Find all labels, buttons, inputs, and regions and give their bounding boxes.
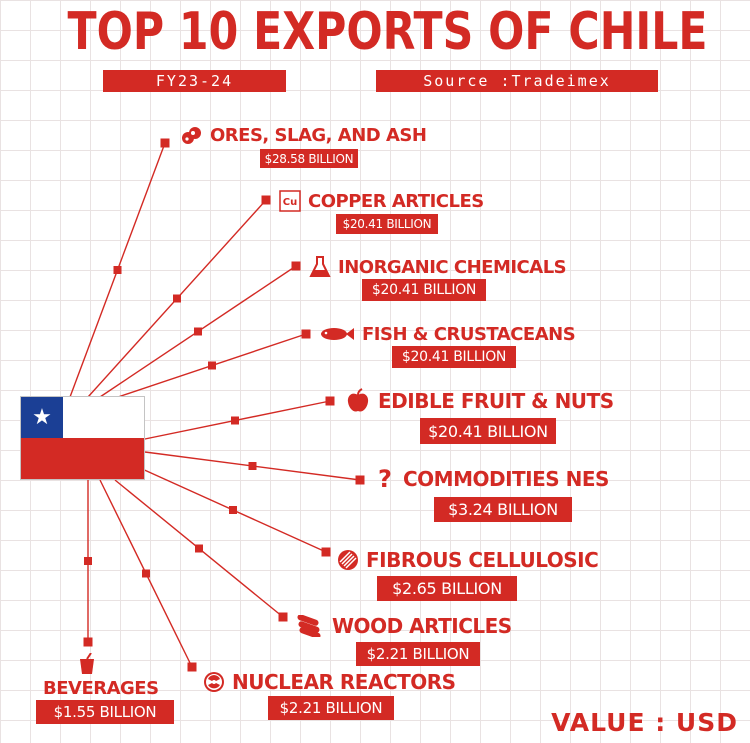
export-item-fibrous-cellulosic: FIBROUS CELLULOSIC $2.65 BILLION <box>336 548 599 601</box>
link-nuclear-reactors-midpoint <box>142 569 150 578</box>
item-label: WOOD ARTICLES <box>332 614 512 638</box>
item-label: ORES, SLAG, AND ASH <box>210 124 427 146</box>
value-currency-note: VALUE : USD <box>551 708 738 737</box>
export-item-ores: ORES, SLAG, AND ASH $28.58 BILLION <box>180 123 427 168</box>
fiber-icon <box>336 548 360 572</box>
reactor-icon <box>202 670 226 694</box>
star-icon: ★ <box>32 404 52 430</box>
item-value: $2.65 BILLION <box>377 576 517 601</box>
link-commodities-nes-endpoint <box>355 475 365 485</box>
fish-icon <box>318 322 356 346</box>
item-value: $3.24 BILLION <box>434 497 572 522</box>
item-value: $2.21 BILLION <box>268 696 394 720</box>
drink-icon <box>75 652 99 676</box>
export-item-fruit-nuts: EDIBLE FRUIT & NUTS $20.41 BILLION <box>344 387 614 444</box>
item-value: $28.58 BILLION <box>260 149 358 168</box>
source-text: Source :Tradeimex <box>423 72 611 90</box>
export-item-wood-articles: WOOD ARTICLES $2.21 BILLION <box>294 614 512 666</box>
link-fruit-nuts-midpoint <box>231 416 239 425</box>
copper-symbol: Cu <box>283 197 297 208</box>
link-inorganic-chemicals-endpoint <box>291 261 301 271</box>
item-label: BEVERAGES <box>43 678 159 699</box>
item-label: FISH & CRUSTACEANS <box>362 323 576 345</box>
item-label: EDIBLE FRUIT & NUTS <box>378 389 614 413</box>
copper-element-icon: Cu <box>278 189 302 213</box>
export-item-inorganic-chemicals: INORGANIC CHEMICALS $20.41 BILLION <box>308 255 567 301</box>
source-tag: Source :Tradeimex <box>376 70 658 92</box>
link-fibrous-cellulosic-midpoint <box>229 506 237 514</box>
item-label: NUCLEAR REACTORS <box>232 670 456 694</box>
period-text: FY23-24 <box>155 72 234 90</box>
link-ores-endpoint <box>160 138 170 148</box>
export-item-nuclear-reactors: NUCLEAR REACTORS $2.21 BILLION <box>202 670 456 720</box>
export-item-commodities-nes: ? COMMODITIES NES $3.24 BILLION <box>373 465 609 522</box>
item-value: $20.41 BILLION <box>362 279 486 301</box>
ore-icon <box>180 123 204 147</box>
item-value: $1.55 BILLION <box>36 700 174 724</box>
page-title: TOP 10 EXPORTS OF CHILE <box>67 2 708 62</box>
link-fibrous-cellulosic-endpoint <box>321 547 331 557</box>
item-label: FIBROUS CELLULOSIC <box>366 548 599 572</box>
link-wood-articles-endpoint <box>278 612 288 622</box>
export-item-fish: FISH & CRUSTACEANS $20.41 BILLION <box>318 322 576 368</box>
link-beverages-midpoint <box>84 557 92 565</box>
link-copper-endpoint <box>261 195 271 205</box>
link-inorganic-chemicals-midpoint <box>194 327 202 336</box>
flask-icon <box>308 255 332 279</box>
item-value: $20.41 BILLION <box>420 418 556 444</box>
item-value: $20.41 BILLION <box>392 346 516 368</box>
item-value: $2.21 BILLION <box>356 642 480 666</box>
link-copper-midpoint <box>173 294 181 303</box>
chile-flag: ★ <box>20 396 145 480</box>
wood-logs-icon <box>294 614 326 638</box>
export-item-copper: Cu COPPER ARTICLES $20.41 BILLION <box>278 189 484 234</box>
link-beverages-endpoint <box>83 637 93 647</box>
question-icon: ? <box>378 465 392 493</box>
link-fish-midpoint <box>208 361 216 370</box>
link-fruit-nuts-endpoint <box>325 396 335 406</box>
item-label: INORGANIC CHEMICALS <box>338 256 567 278</box>
link-ores-midpoint <box>113 266 122 274</box>
item-value: $20.41 BILLION <box>336 214 438 234</box>
link-wood-articles-midpoint <box>195 544 203 553</box>
period-tag: FY23-24 <box>103 70 286 92</box>
item-label: COPPER ARTICLES <box>308 190 484 212</box>
apple-icon <box>344 387 372 415</box>
link-fish-endpoint <box>301 329 311 339</box>
link-nuclear-reactors-endpoint <box>187 662 197 672</box>
item-label: COMMODITIES NES <box>403 467 609 491</box>
link-commodities-nes-midpoint <box>248 462 257 470</box>
